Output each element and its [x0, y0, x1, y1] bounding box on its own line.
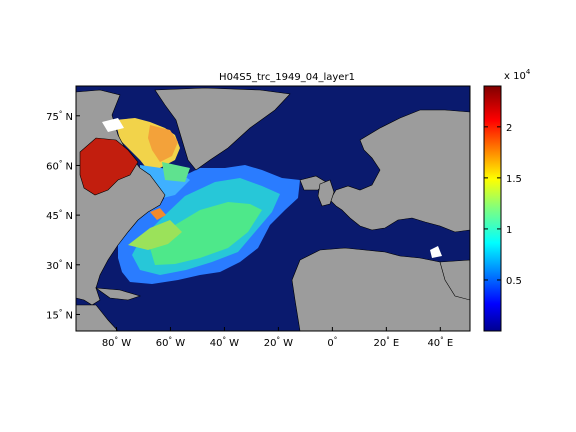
tracer-field — [115, 118, 300, 284]
map-panel — [75, 85, 471, 332]
lon-tick-label: 40° W — [210, 336, 239, 349]
lon-tick-label: 0° — [327, 336, 337, 349]
lon-tick-label: 60° W — [156, 336, 185, 349]
landmasses — [76, 87, 470, 331]
lat-tick-label: 15° N — [46, 308, 73, 321]
lat-tick-label: 45° N — [46, 209, 73, 222]
lon-tick-label: 20° W — [264, 336, 293, 349]
colorbar-ticks: 0.5 1 1.5 2 — [484, 123, 522, 287]
lon-axis: 80° W 60° W 40° W 20° W 0° 20° E 40° E — [102, 327, 453, 349]
lon-tick-label: 20° E — [373, 336, 399, 349]
no-data-specks — [102, 118, 442, 258]
colorbar-tick-label: 0.5 — [506, 276, 522, 287]
lat-axis: 15° N 30° N 45° N 60° N 75° N — [46, 110, 80, 321]
colorbar: x 104 0.5 1 1.5 2 — [483, 68, 531, 332]
lon-tick-label: 40° E — [427, 336, 453, 349]
lat-tick-label: 75° N — [46, 110, 73, 123]
colorbar-tick-label: 2 — [506, 123, 512, 134]
colorbar-gradient — [483, 85, 502, 332]
lon-tick-label: 80° W — [102, 336, 131, 349]
colorbar-exponent: x 104 — [504, 68, 531, 82]
map-title: H04S5_trc_1949_04_layer1 — [219, 72, 355, 83]
colorbar-tick-label: 1.5 — [506, 174, 522, 185]
lat-tick-label: 30° N — [46, 259, 73, 272]
lat-tick-label: 60° N — [46, 159, 73, 172]
map-frame — [75, 85, 471, 332]
colorbar-tick-label: 1 — [506, 225, 512, 236]
